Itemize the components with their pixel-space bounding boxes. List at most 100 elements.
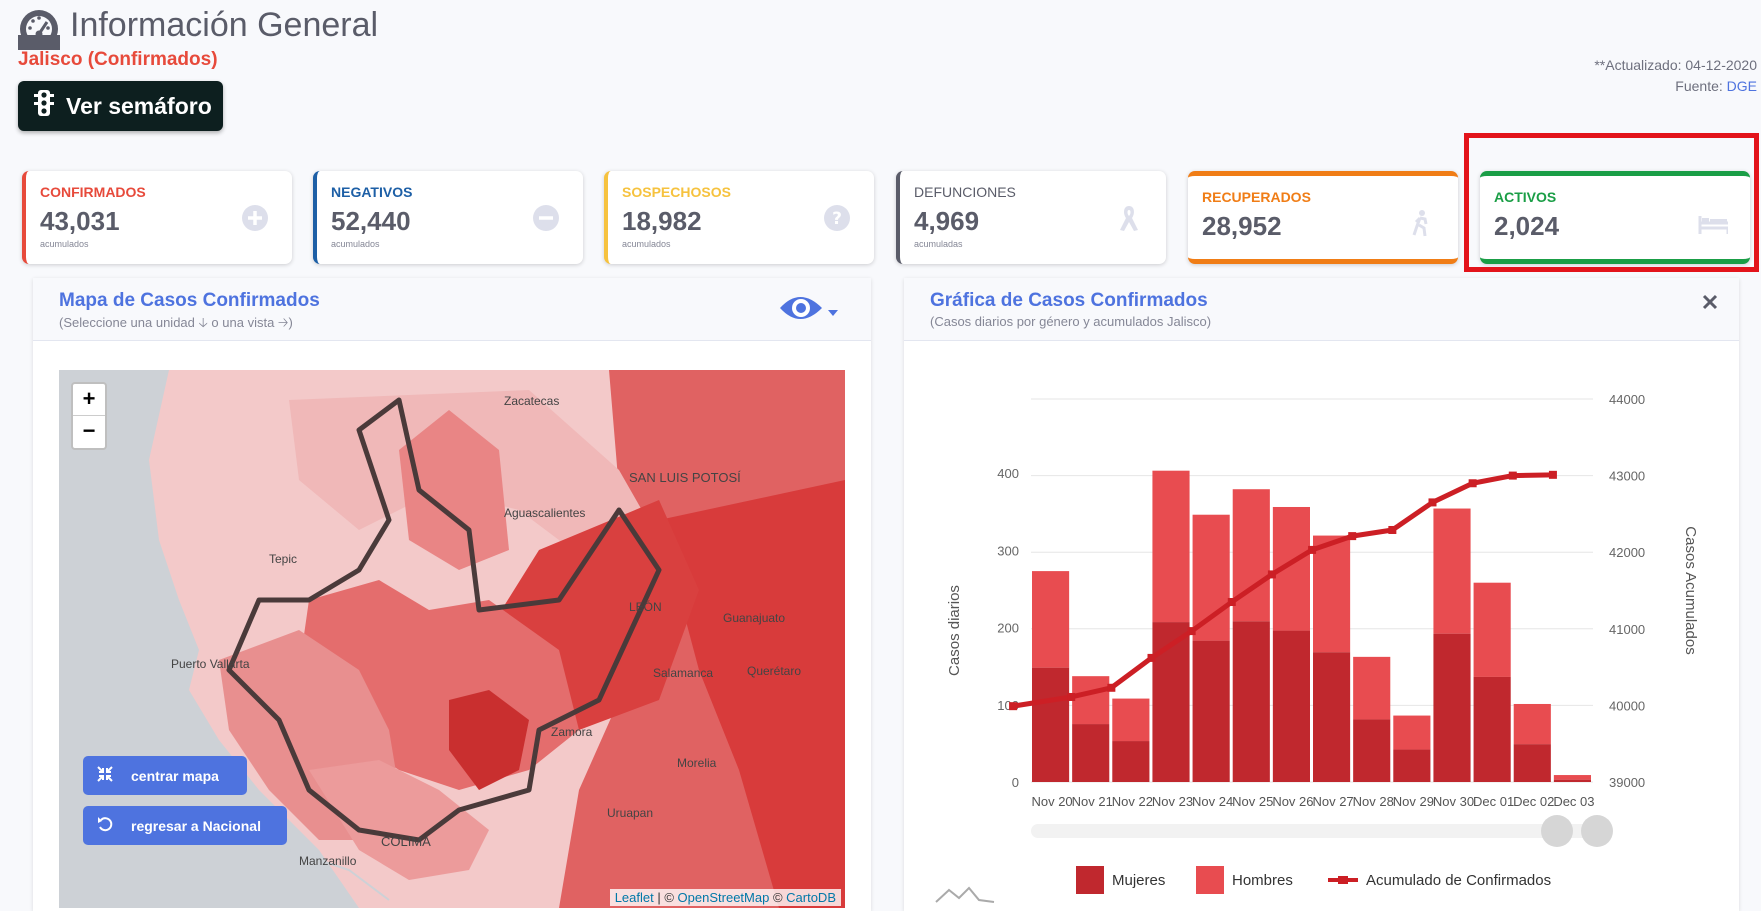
undo-icon: [97, 816, 113, 835]
bar-hombres: [1353, 656, 1391, 720]
line-acumulado: [1012, 472, 1553, 709]
svg-text:?: ?: [832, 209, 842, 229]
stat-card-value: 4,969: [914, 206, 980, 236]
x-tick-label: Dec 02: [1513, 794, 1554, 809]
zoom-in-button[interactable]: +: [73, 384, 105, 416]
stat-card-note: acumulados: [622, 239, 671, 249]
osm-link[interactable]: OpenStreetMap: [677, 890, 770, 905]
stat-card-defunciones[interactable]: DEFUNCIONES 4,969 acumuladas: [896, 171, 1166, 264]
stat-card-sospechosos[interactable]: SOSPECHOSOS 18,982 acumulados?: [604, 171, 874, 264]
bar-hombres: [1152, 470, 1190, 623]
bar-mujeres: [1393, 749, 1431, 782]
city-label: Tepic: [269, 552, 298, 566]
stat-card-value: 2,024: [1494, 211, 1560, 241]
line-point: [1267, 570, 1276, 579]
map-attribution: Leaflet | © OpenStreetMap © CartoDB: [609, 889, 841, 906]
stat-card-value: 18,982: [622, 206, 702, 236]
city-label: Uruapan: [607, 806, 654, 820]
walking-icon: [1412, 210, 1428, 237]
updated-date: **Actualizado: 04-12-2020: [1594, 57, 1757, 73]
x-tick-label: Nov 24: [1192, 794, 1233, 809]
y2-tick-label: 40000: [1609, 698, 1645, 713]
y2-tick-label: 39000: [1609, 775, 1645, 790]
stat-card-recuperados[interactable]: RECUPERADOS 28,952: [1188, 171, 1458, 264]
view-toggle-eye-icon[interactable]: [778, 288, 840, 333]
bar-hombres: [1192, 514, 1230, 641]
stat-card-label: CONFIRMADOS: [40, 184, 146, 200]
stat-card-label: NEGATIVOS: [331, 184, 413, 200]
line-point: [1308, 545, 1317, 554]
stat-card-confirmados[interactable]: CONFIRMADOS 43,031 acumulados: [22, 171, 292, 264]
bar-mujeres: [1513, 744, 1551, 782]
line-point: [1428, 498, 1437, 507]
bar-mujeres: [1272, 630, 1310, 782]
chart-panel-header: Gráfica de Casos Confirmados (Casos diar…: [904, 278, 1739, 341]
source-link[interactable]: DGE: [1726, 78, 1757, 94]
stat-card-negativos[interactable]: NEGATIVOS 52,440 acumulados: [313, 171, 583, 264]
city-label: Manzanillo: [299, 854, 357, 868]
bar-mujeres: [1032, 667, 1070, 782]
navigator-icon: [935, 886, 995, 903]
bed-icon: [1698, 216, 1728, 234]
bar-hombres: [1473, 582, 1511, 677]
bar-hombres: [1072, 676, 1110, 725]
map-panel-title: Mapa de Casos Confirmados: [59, 290, 320, 311]
line-point: [1348, 532, 1357, 541]
city-label: LEÓN: [629, 600, 662, 614]
stat-card-note: acumulados: [40, 239, 89, 249]
y2-axis-title: Casos Acumulados: [1682, 526, 1699, 654]
line-point: [1147, 653, 1156, 662]
y-tick-label: 300: [997, 543, 1019, 558]
center-map-button[interactable]: centrar mapa: [83, 756, 247, 795]
bar-mujeres: [1152, 622, 1190, 782]
bar-mujeres: [1433, 633, 1471, 782]
city-label: Morelia: [677, 756, 717, 770]
carto-link[interactable]: CartoDB: [786, 890, 836, 905]
line-point: [1468, 479, 1477, 488]
stat-card-label: ACTIVOS: [1494, 189, 1557, 205]
bar-mujeres: [1553, 779, 1591, 782]
attribution-separator: | ©: [653, 890, 678, 905]
y-axis-title: Casos diarios: [946, 585, 963, 676]
stat-card-activos[interactable]: ACTIVOS 2,024: [1480, 171, 1750, 264]
map-panel: Mapa de Casos Confirmados (Seleccione un…: [33, 278, 871, 911]
zoom-out-button[interactable]: −: [82, 418, 96, 443]
semaforo-button[interactable]: Ver semáforo: [18, 81, 223, 131]
leaflet-link[interactable]: Leaflet: [614, 890, 654, 905]
y-tick-label: 200: [997, 621, 1019, 636]
y-tick-label: 400: [997, 466, 1019, 481]
x-tick-label: Nov 22: [1112, 794, 1153, 809]
zoom-control: + −: [71, 382, 107, 450]
y2-tick-label: 44000: [1609, 392, 1645, 407]
x-tick-label: Nov 20: [1031, 794, 1072, 809]
attribution-separator: ©: [769, 890, 787, 905]
bar-mujeres: [1353, 719, 1391, 782]
line-point: [1227, 597, 1236, 606]
city-label: Puerto Vallarta: [171, 657, 250, 671]
stat-card-value: 52,440: [331, 206, 411, 236]
compress-arrows-icon: [97, 766, 113, 785]
line-point: [1107, 683, 1116, 692]
semaforo-button-label: Ver semáforo: [66, 92, 212, 119]
question-circle-icon: ?: [824, 205, 850, 231]
x-tick-label: Nov 23: [1152, 794, 1193, 809]
city-label: Aguascalientes: [504, 506, 586, 520]
line-point: [1067, 692, 1076, 701]
x-tick-label: Dec 01: [1473, 794, 1514, 809]
ribbon-icon: [1120, 206, 1138, 231]
close-icon[interactable]: [1702, 294, 1718, 315]
city-label: Zamora: [551, 725, 593, 739]
map-panel-subtitle: (Seleccione una unidad 🡣 o una vista 🡢): [59, 315, 293, 330]
back-to-national-button[interactable]: regresar a Nacional: [83, 806, 287, 845]
line-point: [1187, 627, 1196, 636]
x-tick-label: Dec 03: [1553, 794, 1594, 809]
highlight-box: [1464, 133, 1759, 272]
cases-chart[interactable]: 3900040000410004200043000440000100200300…: [904, 340, 1739, 911]
minus-circle-icon: [533, 205, 559, 231]
line-point: [1548, 470, 1557, 479]
x-tick-label: Nov 28: [1353, 794, 1394, 809]
map-canvas[interactable]: + − Zacatecas SAN LUIS POTOSÍ Aguascalie…: [59, 370, 845, 908]
bar-mujeres: [1473, 676, 1511, 782]
line-point: [1009, 702, 1018, 711]
bar-mujeres: [1192, 640, 1230, 782]
